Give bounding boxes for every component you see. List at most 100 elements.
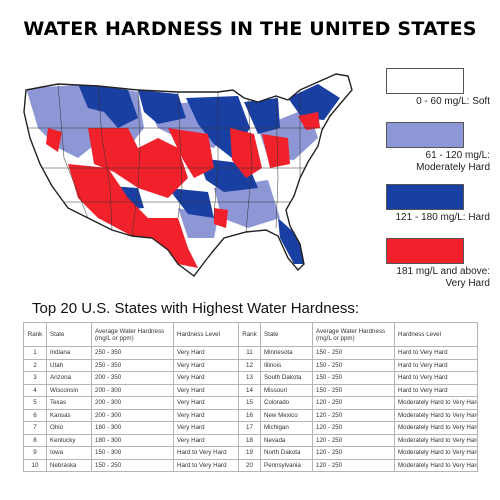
table-cell: Ohio bbox=[46, 421, 92, 435]
table-cell: Moderately Hard to Very Hard bbox=[394, 396, 478, 410]
table-row: 6 Kansas 200 - 300 Very Hard 16 New Mexico 120… bbox=[23, 408, 478, 422]
table-cell: Iowa bbox=[46, 446, 92, 460]
table-cell: Hard to Very Hard bbox=[173, 446, 239, 460]
table-cell: 20 bbox=[238, 458, 261, 472]
legend-swatch-hard bbox=[386, 184, 464, 210]
table-cell: Missouri bbox=[260, 383, 313, 397]
column-header: Hardness Level bbox=[394, 322, 478, 347]
us-outline bbox=[23, 73, 353, 277]
table-cell: 150 - 250 bbox=[312, 371, 395, 385]
legend-label-soft: 0 - 60 mg/L: Soft bbox=[416, 96, 490, 107]
table-row: 2 Utah 250 - 350 Very Hard 12 Illinois 150 - 2… bbox=[23, 358, 478, 372]
map-regions bbox=[24, 74, 352, 276]
table-cell: Colorado bbox=[260, 396, 313, 410]
table-cell: 120 - 250 bbox=[312, 433, 395, 447]
table-cell: Illinois bbox=[260, 358, 313, 372]
table-cell: 18 bbox=[238, 433, 261, 447]
table-cell: North Dakota bbox=[260, 446, 313, 460]
table-cell: Very Hard bbox=[173, 371, 239, 385]
table-header-row: Rank State Average Water Hardness (mg/L … bbox=[23, 322, 478, 347]
table-cell: 200 - 300 bbox=[91, 383, 174, 397]
table-cell: 16 bbox=[238, 408, 261, 422]
table-cell: Very Hard bbox=[173, 346, 239, 360]
legend-swatch-moderately-hard bbox=[386, 122, 464, 148]
page-title: WATER HARDNESS IN THE UNITED STATES bbox=[23, 18, 477, 40]
table-row: 3 Arizona 200 - 350 Very Hard 13 South Dakota… bbox=[23, 371, 478, 385]
table-cell: 4 bbox=[23, 383, 47, 397]
column-header: Hardness Level bbox=[173, 322, 239, 347]
table-cell: 14 bbox=[238, 383, 261, 397]
table-cell: 15 bbox=[238, 396, 261, 410]
table-cell: Nevada bbox=[260, 433, 313, 447]
table-cell: 11 bbox=[238, 346, 261, 360]
table-cell: Utah bbox=[46, 358, 92, 372]
table-cell: Arizona bbox=[46, 371, 92, 385]
table-row: 7 Ohio 180 - 300 Very Hard 17 Michigan 120 - 2… bbox=[23, 421, 478, 435]
table-cell: Moderately Hard to Very Hard bbox=[394, 433, 478, 447]
us-water-hardness-map bbox=[23, 73, 353, 277]
table-cell: Moderately Hard to Very Hard bbox=[394, 421, 478, 435]
table-cell: Michigan bbox=[260, 421, 313, 435]
table-cell: Kentucky bbox=[46, 433, 92, 447]
table-cell: Nebraska bbox=[46, 458, 92, 472]
table-title: Top 20 U.S. States with Highest Water Ha… bbox=[32, 300, 360, 317]
table-cell: Very Hard bbox=[173, 383, 239, 397]
legend-label-very-hard-line2: Very Hard bbox=[445, 278, 490, 289]
table-cell: South Dakota bbox=[260, 371, 313, 385]
table-cell: 120 - 250 bbox=[312, 446, 395, 460]
column-header: Average Water Hardness (mg/L or ppm) bbox=[91, 322, 174, 347]
table-cell: Moderately Hard to Very Hard bbox=[394, 446, 478, 460]
table-cell: Very Hard bbox=[173, 408, 239, 422]
table-row: 9 Iowa 150 - 300 Hard to Very Hard 19 North D… bbox=[23, 446, 478, 460]
legend-swatch-soft bbox=[386, 68, 464, 94]
hardness-table-wrapper: Rank State Average Water Hardness (mg/L … bbox=[23, 322, 478, 472]
column-header: Average Water Hardness (mg/L or ppm) bbox=[312, 322, 395, 347]
table-cell: 120 - 250 bbox=[312, 421, 395, 435]
column-header: Rank bbox=[238, 322, 261, 347]
table-cell: 8 bbox=[23, 433, 47, 447]
table-cell: Hard to Very Hard bbox=[394, 383, 478, 397]
table-cell: 180 - 300 bbox=[91, 421, 174, 435]
table-cell: Hard to Very Hard bbox=[173, 458, 239, 472]
table-cell: Moderately Hard to Very Hard bbox=[394, 458, 478, 472]
table-cell: Minnesota bbox=[260, 346, 313, 360]
table-cell: 17 bbox=[238, 421, 261, 435]
legend-label-moderately-hard-line2: Moderately Hard bbox=[416, 162, 490, 173]
table-cell: Indiana bbox=[46, 346, 92, 360]
table-cell: Very Hard bbox=[173, 396, 239, 410]
table-cell: Hard to Very Hard bbox=[394, 371, 478, 385]
table-cell: 2 bbox=[23, 358, 47, 372]
table-cell: 150 - 300 bbox=[91, 446, 174, 460]
table-cell: 250 - 350 bbox=[91, 346, 174, 360]
column-header: State bbox=[46, 322, 92, 347]
table-row: 1 Indiana 250 - 350 Very Hard 11 Minnesota 150… bbox=[23, 346, 478, 360]
table-cell: 200 - 300 bbox=[91, 396, 174, 410]
table-row: 10 Nebraska 150 - 250 Hard to Very Hard 20 Pe… bbox=[23, 458, 478, 472]
table-cell: Kansas bbox=[46, 408, 92, 422]
table-cell: 13 bbox=[238, 371, 261, 385]
table-row: 5 Texas 200 - 300 Very Hard 15 Colorado 120 - … bbox=[23, 396, 478, 410]
table-cell: 150 - 250 bbox=[312, 346, 395, 360]
table-cell: 120 - 250 bbox=[312, 408, 395, 422]
table-cell: 10 bbox=[23, 458, 47, 472]
table-body: 1 Indiana 250 - 350 Very Hard 11 Minnesota 150… bbox=[23, 346, 478, 472]
table-cell: 250 - 350 bbox=[91, 358, 174, 372]
table-row: 4 Wisconsin 200 - 300 Very Hard 14 Missouri 15… bbox=[23, 383, 478, 397]
table-cell: 9 bbox=[23, 446, 47, 460]
legend-label-hard: 121 - 180 mg/L: Hard bbox=[395, 212, 491, 223]
table-cell: 200 - 300 bbox=[91, 408, 174, 422]
table-cell: 150 - 250 bbox=[312, 383, 395, 397]
table-cell: 200 - 350 bbox=[91, 371, 174, 385]
table-cell: 7 bbox=[23, 421, 47, 435]
legend-label-very-hard-line1: 181 mg/L and above: bbox=[396, 266, 490, 277]
legend-swatch-very-hard bbox=[386, 238, 464, 264]
table-cell: Pennsylvania bbox=[260, 458, 313, 472]
table-cell: 5 bbox=[23, 396, 47, 410]
table-cell: Texas bbox=[46, 396, 92, 410]
table-cell: 150 - 250 bbox=[91, 458, 174, 472]
legend-label-moderately-hard-line1: 61 - 120 mg/L: bbox=[425, 150, 490, 161]
table-cell: 3 bbox=[23, 371, 47, 385]
table-cell: Very Hard bbox=[173, 358, 239, 372]
table-cell: Very Hard bbox=[173, 421, 239, 435]
table-cell: Moderately Hard to Very Hard bbox=[394, 408, 478, 422]
